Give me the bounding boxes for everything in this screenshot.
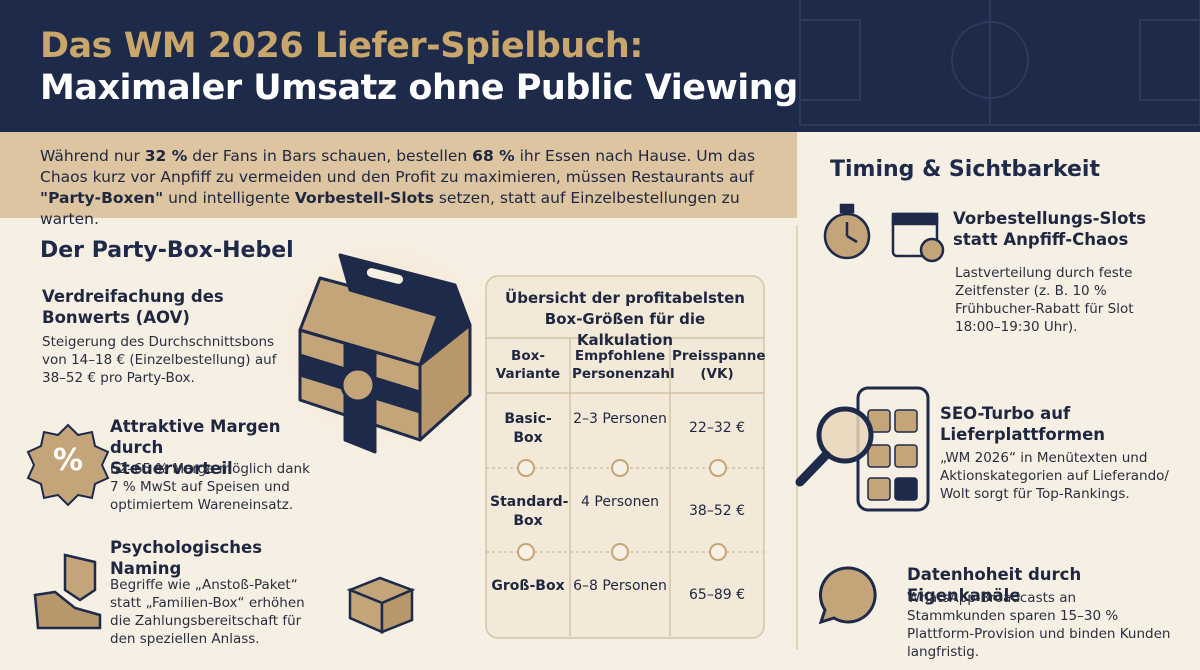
item-title: Attraktive Margen durch Steuervorteil <box>110 417 281 478</box>
item-text: Begriffe wie „Anstoß-Paket“ statt „Famil… <box>110 577 305 647</box>
intro-bold: 68 % <box>472 147 515 165</box>
item-text: WhatsApp-Broadcasts an Stammkunden spare… <box>907 590 1171 660</box>
section-heading: Der Party-Box-Hebel <box>40 238 294 263</box>
pitch-lines <box>799 0 1200 126</box>
discount-badge-icon <box>26 423 110 507</box>
intro-segment: setzen, statt auf Einzelbestellungen zu … <box>40 189 740 228</box>
item-text: Steigerung des Durchschnittsbons von 14–… <box>42 334 277 386</box>
table-cell: Groß-Box <box>491 578 565 594</box>
whatsapp-icon <box>818 566 877 625</box>
intro-bold: 32 % <box>144 147 188 165</box>
item-title: Datenhoheit durch Eigenkanäle <box>907 565 1082 605</box>
table-cell: Basic-Box <box>504 411 552 446</box>
item-title: Vorbestellungs-Slots statt Anpfiff-Chaos <box>953 209 1147 249</box>
item-text: 62–65 % Marge möglich dank 7 % MwSt auf … <box>110 461 310 513</box>
party-box-icon <box>298 253 472 454</box>
table-cell: 6–8 Personen <box>573 578 667 594</box>
intro-segment: und intelligente <box>163 189 295 207</box>
intro-band <box>0 132 797 218</box>
table-header: Preisspanne (VK) <box>672 348 766 382</box>
item-title: SEO-Turbo auf Lieferplattformen <box>940 404 1106 444</box>
phone-search-icon <box>795 386 930 512</box>
shoe-shield-icon <box>33 553 102 630</box>
table-cell: Standard-Box <box>490 494 569 529</box>
section-heading: Timing & Sichtbarkeit <box>830 157 1100 182</box>
table-cell: 22–32 € <box>689 420 745 436</box>
ball-dividers <box>517 459 727 561</box>
table-header: Box-Variante <box>495 348 561 382</box>
title-line2: Maximaler Umsatz ohne Public Viewing <box>40 68 798 108</box>
table-title: Übersicht der profitabelsten Box-Größen … <box>505 289 745 349</box>
title-line1: Das WM 2026 Liefer-Spielbuch: <box>40 26 643 66</box>
intro-segment: ihr Essen nach Hause. Um das Chaos kurz … <box>40 147 756 186</box>
item-text: „WM 2026“ in Menütexten und Aktionskateg… <box>940 450 1169 502</box>
intro-text: Während nur 32 % der Fans in Bars schaue… <box>40 146 780 230</box>
table-cell: 38–52 € <box>689 503 745 519</box>
discount-badge: % <box>52 443 84 478</box>
stopwatch-icon <box>823 203 871 260</box>
item-title: Verdreifachung des Bonwerts (AOV) <box>42 287 224 327</box>
intro-segment: der Fans in Bars schauen, bestellen <box>187 147 473 165</box>
intro-bold: Vorbestell-Slots <box>294 189 434 207</box>
calendar-icon <box>891 212 945 263</box>
small-box-icon <box>346 576 416 634</box>
table-header: Empfohlene Personenzahl <box>572 348 675 382</box>
table-cell: 65–89 € <box>689 587 745 603</box>
header-band <box>0 0 1200 132</box>
intro-segment: Während nur <box>40 147 145 165</box>
item-title: Psychologisches Naming <box>110 538 263 578</box>
table-cell: 4 Personen <box>581 494 659 510</box>
item-text: Lastverteilung durch feste Zeitfenster (… <box>955 265 1134 335</box>
table-cell: 2–3 Personen <box>573 411 667 427</box>
table-card <box>485 275 765 639</box>
intro-bold: "Party-Boxen" <box>40 189 164 207</box>
